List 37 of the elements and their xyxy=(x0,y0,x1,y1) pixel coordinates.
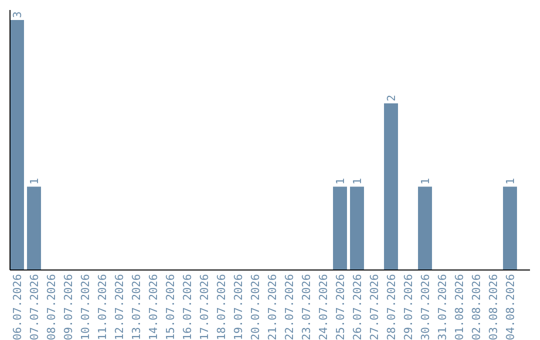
x-tick-label: 31.07.2026 xyxy=(436,274,449,340)
x-tick-label: 02.08.2026 xyxy=(470,274,483,340)
x-tick-label: 14.07.2026 xyxy=(147,274,160,340)
x-tick-label: 04.08.2026 xyxy=(504,274,517,340)
x-tick-label: 17.07.2026 xyxy=(198,274,211,340)
x-tick-label: 30.07.2026 xyxy=(419,274,432,340)
data-label: 1 xyxy=(504,178,517,185)
x-tick-label: 13.07.2026 xyxy=(130,274,143,340)
x-tick-label: 06.07.2026 xyxy=(11,274,24,340)
x-tick-label: 03.08.2026 xyxy=(487,274,500,340)
x-tick-label: 07.07.2026 xyxy=(28,274,41,340)
x-tick-label: 24.07.2026 xyxy=(317,274,330,340)
x-tick-label: 26.07.2026 xyxy=(351,274,364,340)
x-tick-label: 10.07.2026 xyxy=(79,274,92,340)
x-tick-label: 11.07.2026 xyxy=(96,274,109,340)
x-tick-label: 12.07.2026 xyxy=(113,274,126,340)
x-tick-label: 28.07.2026 xyxy=(385,274,398,340)
x-tick-label: 20.07.2026 xyxy=(249,274,262,340)
data-label: 1 xyxy=(334,178,347,185)
x-tick-label: 27.07.2026 xyxy=(368,274,381,340)
x-tick-label: 15.07.2026 xyxy=(164,274,177,340)
data-label: 3 xyxy=(11,11,24,18)
data-label: 1 xyxy=(351,178,364,185)
x-tick-label: 21.07.2026 xyxy=(266,274,279,340)
x-tick-label: 25.07.2026 xyxy=(334,274,347,340)
x-tick-label: 18.07.2026 xyxy=(215,274,228,340)
x-tick-label: 09.07.2026 xyxy=(62,274,75,340)
data-label: 2 xyxy=(385,94,398,102)
x-tick-label: 19.07.2026 xyxy=(232,274,245,340)
data-label: 1 xyxy=(28,178,41,185)
x-tick-label: 01.08.2026 xyxy=(453,274,466,340)
x-tick-label: 16.07.2026 xyxy=(181,274,194,340)
x-tick-label: 23.07.2026 xyxy=(300,274,313,340)
x-tick-label: 22.07.2026 xyxy=(283,274,296,340)
x-tick-label: 29.07.2026 xyxy=(402,274,415,340)
x-tick-label: 08.07.2026 xyxy=(45,274,58,340)
data-label: 1 xyxy=(419,178,432,185)
